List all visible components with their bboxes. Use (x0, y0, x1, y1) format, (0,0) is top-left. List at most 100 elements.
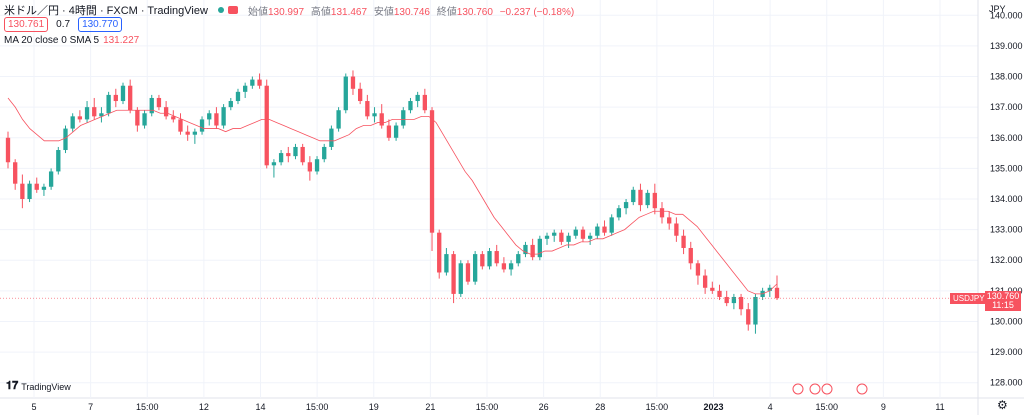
candle (214, 107, 219, 129)
candle (293, 143, 298, 160)
candle (243, 82, 248, 98)
candle-body (444, 254, 449, 273)
time-tick-label: 15:00 (646, 402, 669, 412)
candle (659, 202, 665, 224)
buy-price-button[interactable]: 130.770 (78, 17, 123, 32)
candle-body (681, 235, 686, 248)
ma-value: 131.227 (103, 35, 140, 46)
indicator-toggle-icon[interactable] (227, 6, 238, 14)
candle-body (717, 290, 722, 297)
candle (199, 116, 205, 135)
candle-body (243, 85, 248, 92)
candle-body (408, 101, 413, 111)
candle-body (92, 107, 97, 117)
candle-body (523, 244, 528, 255)
candle-body (638, 189, 643, 206)
ma-label: MA 20 close 0 SMA 5 (4, 35, 100, 46)
candle (99, 107, 104, 123)
candle-body (631, 189, 636, 203)
tv-logo-icon: 𝟏𝟕 (6, 380, 19, 392)
candle-body (372, 113, 377, 117)
candle (702, 269, 708, 294)
candle (77, 110, 83, 123)
settings-gear-icon[interactable]: ⚙ (997, 398, 1008, 412)
candle (56, 146, 61, 175)
price-axis[interactable]: 140.000 139.000 138.000 137.000 136.000 135.0… (977, 0, 1023, 415)
us-flag-event-icon[interactable] (809, 383, 821, 395)
candle-body (5, 137, 11, 163)
candle (142, 110, 147, 129)
us-flag-event-icon[interactable] (792, 383, 804, 395)
time-tick-label: 11 (935, 402, 944, 412)
candle (41, 183, 47, 196)
candle-body (530, 244, 535, 258)
candle (559, 229, 564, 245)
sell-price-button[interactable]: 130.761 (4, 17, 49, 32)
candle (221, 104, 226, 129)
candle-body (358, 88, 363, 102)
candle (178, 113, 183, 135)
candle (128, 79, 133, 114)
candle-body (120, 85, 126, 102)
countdown: 11:15 (992, 300, 1014, 310)
candle (465, 260, 471, 285)
candle (106, 91, 111, 117)
candle (365, 94, 370, 120)
tradingview-logo[interactable]: 𝟏𝟕 TradingView (6, 380, 71, 393)
candle-body (221, 107, 226, 126)
time-tick-label: 21 (425, 402, 435, 412)
candle-body (307, 162, 313, 172)
candle (645, 189, 650, 209)
candle (609, 214, 614, 236)
time-tick-label: 28 (595, 402, 605, 412)
candle-body (56, 150, 61, 172)
candle (92, 97, 97, 120)
candle (544, 232, 550, 245)
time-tick-label: 26 (539, 402, 549, 412)
candle (278, 150, 284, 166)
candle (163, 101, 169, 120)
candle (63, 125, 68, 154)
candle (401, 107, 406, 129)
candle (501, 257, 507, 273)
candle (48, 168, 54, 190)
candle-body (458, 263, 463, 294)
candle (386, 119, 392, 141)
time-tick-label: 2023 (703, 402, 723, 412)
price-tick-label: 130.000 (990, 316, 1023, 326)
candle-body (314, 159, 320, 172)
candle (472, 251, 478, 285)
candle (70, 113, 75, 132)
candle-body (214, 113, 219, 126)
us-flag-event-icon[interactable] (821, 383, 833, 395)
currency-label[interactable]: JPY (989, 4, 1006, 14)
candle (580, 226, 586, 242)
event-markers[interactable] (792, 383, 868, 395)
candle-body (393, 125, 399, 138)
candle-body (48, 171, 54, 187)
candle (458, 260, 463, 297)
symbol-title[interactable]: 米ドル／円 · 4時間 · FXCM · TradingView (4, 5, 208, 17)
price-tick-label: 136.000 (990, 133, 1023, 143)
candle (156, 94, 162, 111)
candle-body (379, 113, 384, 126)
time-tick-label: 12 (199, 402, 209, 412)
ma-legend[interactable]: MA 20 close 0 SMA 5 131.227 (4, 35, 139, 46)
time-tick-label: 19 (369, 402, 379, 412)
candle (336, 107, 341, 132)
candle (113, 88, 118, 108)
candle-body (731, 296, 737, 304)
candle-body (250, 79, 255, 86)
candle-body (559, 232, 564, 242)
candle-body (163, 107, 169, 117)
us-flag-event-icon[interactable] (856, 383, 868, 395)
candle-body (702, 275, 708, 288)
candle-body (566, 235, 571, 242)
candle-body (724, 296, 729, 304)
candle (185, 125, 190, 141)
candle (264, 79, 269, 169)
candle-body (774, 287, 780, 299)
time-tick-label: 15:00 (476, 402, 499, 412)
candle-body (142, 113, 147, 126)
